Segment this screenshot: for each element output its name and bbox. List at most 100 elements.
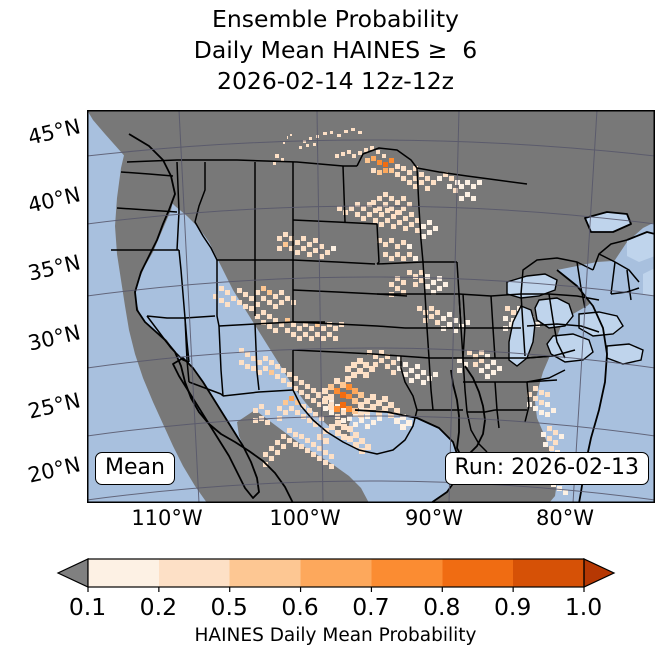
probability-cell [376, 400, 382, 406]
probability-cell [334, 378, 340, 384]
probability-cell [315, 332, 320, 337]
probability-cell [503, 316, 508, 321]
probability-cell [346, 406, 352, 412]
probability-cell [237, 288, 242, 293]
probability-cell [371, 168, 376, 173]
graticule-layer [87, 110, 655, 503]
probability-cell [347, 426, 353, 432]
probability-cell [269, 360, 274, 365]
probability-cell [391, 370, 396, 375]
probability-cell [394, 418, 400, 424]
probability-cell [563, 490, 568, 495]
probability-cell [377, 206, 382, 211]
probability-cell [323, 438, 329, 444]
probability-cell [275, 364, 280, 369]
probability-cell [273, 318, 278, 323]
probability-cell [447, 184, 452, 189]
probability-cell [364, 398, 370, 404]
probability-cell [365, 158, 370, 163]
probability-cell [249, 296, 254, 301]
probability-cell [219, 286, 224, 291]
probability-cell [257, 360, 262, 365]
landmass-layer [87, 110, 655, 503]
probability-cell [429, 306, 434, 311]
probability-cell [289, 246, 294, 251]
probability-cell [407, 202, 412, 207]
probability-cell [358, 151, 362, 155]
probability-cell [313, 143, 316, 146]
probability-cell [371, 420, 376, 425]
probability-cell [413, 176, 418, 181]
probability-cell [328, 394, 334, 400]
probability-cell [283, 410, 288, 415]
probability-cell [511, 310, 516, 315]
probability-cell [465, 180, 470, 185]
probability-cell [313, 248, 318, 253]
probability-cell [443, 172, 448, 177]
probability-cell [341, 152, 345, 156]
probability-cell [334, 388, 340, 394]
probability-cell [327, 322, 332, 327]
colorbar-tick-label: 0.2 [139, 593, 178, 621]
probability-cell [415, 228, 420, 233]
chart-title: Ensemble Probability Daily Mean HAINES ≥… [0, 4, 671, 97]
probability-cell [237, 300, 242, 305]
probability-cell [505, 306, 510, 311]
run-badge[interactable]: Run: 2026-02-13 [444, 452, 649, 486]
probability-cell [547, 436, 552, 441]
probability-cell [327, 332, 332, 337]
map-panel[interactable]: Mean Run: 2026-02-13 [87, 110, 655, 503]
colorbar-tick-label: 0.1 [68, 593, 107, 621]
probability-cell [291, 322, 296, 327]
colorbar-canvas[interactable] [56, 553, 616, 593]
probability-cell [553, 440, 558, 445]
probability-cell [293, 432, 298, 437]
probability-cell [328, 384, 334, 390]
probability-cell [457, 358, 462, 363]
probability-cell [331, 246, 336, 251]
probability-cell [370, 404, 376, 410]
probability-cell [413, 166, 418, 171]
probability-cell [239, 360, 244, 365]
probability-cell [377, 170, 382, 175]
colorbar-panel[interactable]: 0.1 0.2 0.5 0.6 0.7 0.8 0.9 1.0 HAINES Daily Me… [0, 553, 671, 658]
probability-cell [231, 296, 236, 301]
probability-cell [388, 402, 394, 408]
map-canvas[interactable] [87, 110, 655, 503]
probability-cell [311, 398, 316, 403]
colorbar-band [370, 559, 442, 587]
probability-cell [299, 146, 302, 149]
mean-badge[interactable]: Mean [95, 452, 175, 486]
probability-cell [255, 302, 260, 307]
probability-cell [419, 278, 424, 283]
probability-cell [427, 376, 432, 381]
probability-cell [551, 408, 556, 413]
probability-cell [285, 318, 290, 323]
probability-cell [345, 376, 351, 382]
probability-cell [323, 132, 327, 135]
probability-cell [557, 486, 562, 491]
probability-cell [409, 212, 414, 217]
probability-cell [287, 428, 292, 433]
probability-cell [539, 390, 544, 395]
probability-cell [389, 238, 394, 243]
probability-cell [275, 440, 280, 445]
probability-cell [273, 328, 278, 333]
probability-cell [395, 200, 400, 205]
probability-cell [289, 236, 294, 241]
probability-cell [293, 442, 298, 447]
probability-cell [295, 250, 300, 255]
probability-cell [281, 368, 286, 373]
probability-cell [359, 438, 365, 444]
probability-cell [391, 360, 396, 365]
colorbar-ticklabels: 0.1 0.2 0.5 0.6 0.7 0.8 0.9 1.0 [0, 593, 671, 623]
probability-cell [400, 414, 406, 420]
probability-cell [447, 322, 452, 327]
probability-cell [297, 326, 302, 331]
probability-cell [389, 168, 394, 173]
probability-cell [307, 418, 312, 423]
probability-cell [317, 446, 322, 451]
probability-cell [239, 348, 244, 353]
probability-cell [329, 464, 334, 469]
probability-cell [373, 362, 378, 367]
